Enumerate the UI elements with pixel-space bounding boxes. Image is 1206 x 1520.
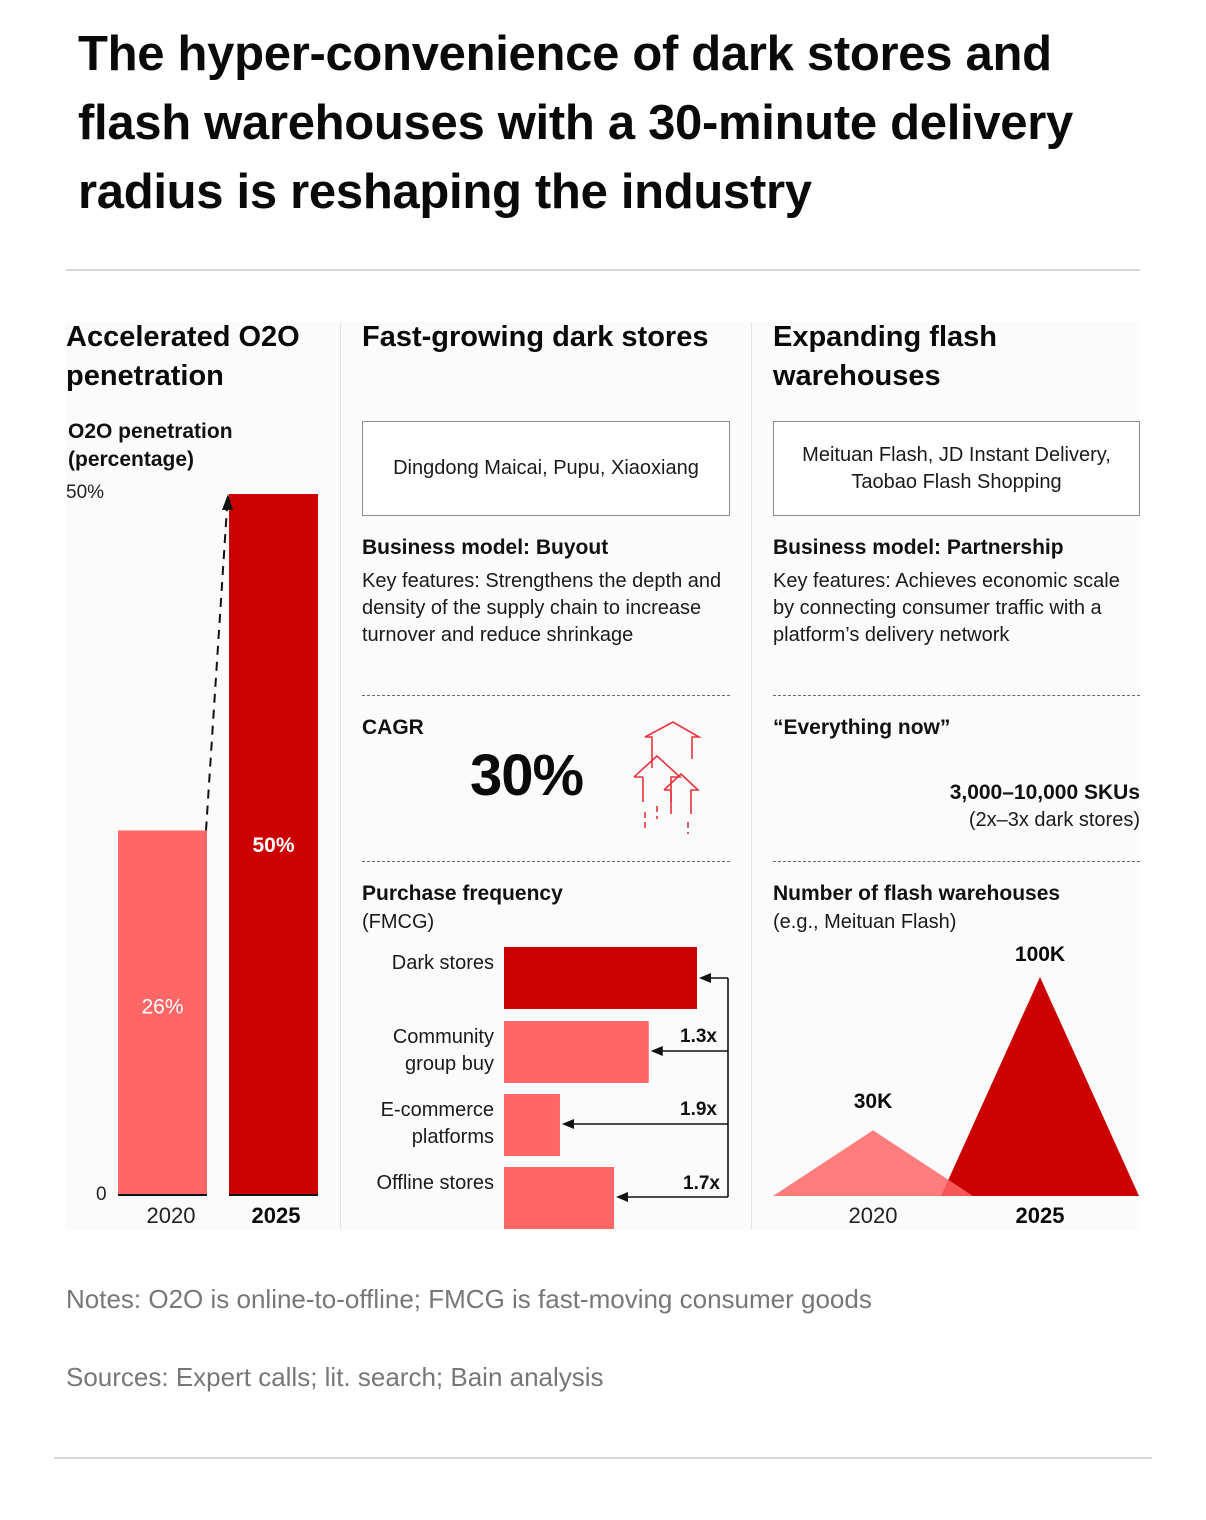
arrow-head-icon (616, 1192, 629, 1202)
triangle-2025 (941, 977, 1139, 1196)
frequency-title: Purchase frequency (362, 882, 563, 905)
o2o-heading: Accelerated O2O penetration (66, 321, 300, 392)
frequency-bar (504, 947, 697, 1009)
bar-label-community: Community group buy (392, 1026, 494, 1075)
flash-features: Key features: Achieves economic scale by… (773, 570, 1120, 646)
arrow-head-icon (699, 973, 711, 983)
dashed-divider (362, 695, 730, 696)
top-divider (66, 269, 1140, 271)
o2o-chart-title: O2O penetration (percentage) (68, 420, 233, 471)
multiple-ecommerce: 1.9x (680, 1099, 717, 1120)
bar-label-dark-stores: Dark stores (391, 952, 494, 974)
bar-label-offline: Offline stores (376, 1172, 494, 1194)
flash-examples-box: Meituan Flash, JD Instant Delivery, Taob… (773, 421, 1140, 516)
sku-value: 3,000–10,000 SKUs (949, 781, 1140, 804)
arrow-head-icon (650, 1046, 663, 1056)
flash-count-subtitle: (e.g., Meituan Flash) (773, 911, 957, 933)
bottom-divider (54, 1457, 1152, 1459)
dashed-divider (773, 861, 1140, 862)
dark-stores-model: Business model: Buyout (362, 536, 609, 559)
frequency-bar (504, 1094, 560, 1156)
arrow-head-icon (561, 1119, 574, 1129)
x-label-2020: 2020 (848, 1203, 898, 1228)
flash-heading: Expanding flash warehouses (773, 321, 997, 392)
multiple-community: 1.3x (680, 1026, 717, 1047)
data-label-30k: 30K (853, 1090, 893, 1113)
y-tick-zero: 0 (96, 1184, 107, 1205)
sku-note: (2x–3x dark stores) (968, 809, 1140, 831)
dark-stores-examples-box: Dingdong Maicai, Pupu, Xiaoxiang (362, 421, 730, 516)
x-label-2025: 2025 (1015, 1203, 1065, 1228)
x-label-2020: 2020 (146, 1203, 196, 1228)
multiple-offline: 1.7x (683, 1173, 720, 1194)
notes: Notes: O2O is online-to-offline; FMCG is… (66, 1284, 872, 1314)
dark-stores-heading: Fast-growing dark stores (362, 321, 709, 353)
cagr-value: 30% (470, 743, 584, 808)
growth-arrow-line (205, 507, 228, 831)
data-label-2025: 50% (252, 834, 294, 857)
dashed-divider (773, 695, 1140, 696)
dark-stores-features: Key features: Strengthens the depth and … (362, 570, 722, 646)
frequency-bar (504, 1167, 615, 1229)
page-title: The hyper-convenience of dark stores and… (78, 27, 1073, 219)
rising-arrows-icon (633, 721, 702, 834)
column-divider (751, 322, 752, 1230)
frequency-subtitle: (FMCG) (362, 911, 435, 933)
bar-label-ecommerce: E-commerce platforms (380, 1099, 494, 1148)
column-divider (340, 322, 341, 1230)
bar-2020 (118, 830, 207, 1195)
sources: Sources: Expert calls; lit. search; Bain… (66, 1362, 604, 1392)
cagr-label: CAGR (362, 716, 424, 739)
bar-2025 (229, 494, 318, 1195)
dashed-divider (362, 861, 730, 862)
everything-now-label: “Everything now” (773, 716, 951, 739)
arrow-head-icon (222, 494, 233, 510)
data-label-2020: 26% (141, 995, 183, 1018)
flash-model: Business model: Partnership (773, 536, 1064, 559)
frequency-bar (504, 1021, 649, 1083)
flash-count-title: Number of flash warehouses (773, 882, 1061, 905)
triangle-2020 (773, 1130, 973, 1196)
y-tick-top: 50% (66, 482, 105, 503)
x-label-2025: 2025 (251, 1203, 301, 1228)
data-label-100k: 100K (1014, 943, 1066, 966)
